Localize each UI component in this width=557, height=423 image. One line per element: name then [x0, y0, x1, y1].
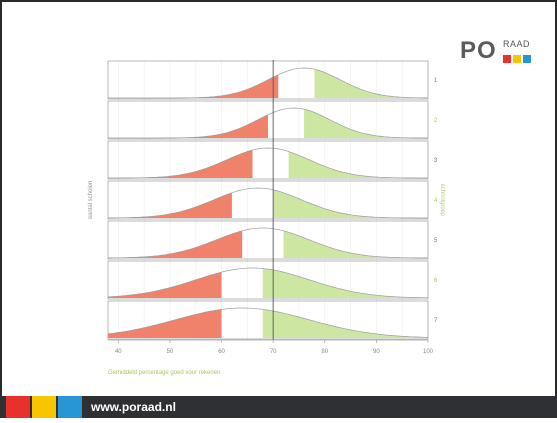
- distribution-curve: [108, 187, 428, 219]
- distribution-curve: [108, 147, 428, 179]
- low-area: [108, 192, 232, 218]
- footer-bar: www.poraad.nl: [0, 396, 557, 418]
- panel-3: 3: [107, 140, 438, 180]
- panel-6: 6: [107, 260, 438, 300]
- panel-number-label: 4: [434, 198, 438, 204]
- high-area: [288, 151, 428, 178]
- panel-border: [107, 180, 429, 220]
- footer-square-blue: [58, 396, 82, 418]
- logo-square-blue: [523, 55, 531, 63]
- panel-border: [107, 60, 429, 100]
- panel-number-label: 1: [434, 78, 438, 84]
- low-area: [108, 230, 243, 258]
- low-area: [108, 272, 222, 298]
- logo-square-yellow: [513, 55, 521, 63]
- high-area: [283, 230, 428, 258]
- logo-raad-text: RAAD: [503, 39, 531, 49]
- distribution-curve: [107, 267, 428, 299]
- high-area: [262, 268, 428, 298]
- low-area: [108, 150, 253, 178]
- panel-number-label: 3: [434, 158, 438, 164]
- x-tick-label: 50: [167, 349, 174, 355]
- x-tick-label: 90: [373, 349, 380, 355]
- panel-number-label: 6: [434, 278, 438, 284]
- panel-border: [107, 300, 429, 340]
- high-area: [314, 69, 428, 98]
- panel-number-label: 2: [434, 118, 438, 124]
- panel-border: [107, 220, 429, 260]
- footer-square-red: [6, 396, 30, 418]
- distribution-curve: [108, 227, 428, 259]
- low-area: [108, 114, 268, 138]
- low-area: [108, 74, 279, 98]
- poraad-logo: PO RAAD: [460, 38, 545, 64]
- right-axis-label: schoolgroep: [439, 184, 445, 217]
- logo-square-red: [503, 55, 511, 63]
- footer-url-link[interactable]: www.poraad.nl: [91, 400, 176, 414]
- x-tick-label: 80: [321, 349, 328, 355]
- panel-5: 5: [107, 220, 438, 260]
- panel-border: [107, 140, 429, 180]
- distribution-curve: [107, 307, 429, 338]
- x-axis-label: Gemiddeld percentage goed voor rekenen: [108, 370, 220, 376]
- high-area: [273, 189, 428, 218]
- panel-1: 1: [107, 60, 438, 100]
- panel-2: 2: [107, 100, 438, 140]
- high-area: [262, 309, 428, 338]
- panel-7: 7: [107, 300, 438, 340]
- panel-border: [107, 260, 429, 300]
- panel-number-label: 5: [434, 238, 438, 244]
- high-area: [304, 109, 428, 138]
- y-axis-label: aantal scholen: [88, 181, 94, 220]
- panel-4: 4: [107, 180, 438, 220]
- logo-color-squares: [503, 50, 543, 63]
- logo-po-text: PO: [460, 37, 497, 64]
- panel-border: [107, 100, 429, 140]
- x-tick-label: 70: [270, 349, 277, 355]
- distribution-curve: [108, 67, 428, 99]
- x-tick-label: 60: [218, 349, 225, 355]
- panel-number-label: 7: [434, 318, 438, 324]
- x-tick-label: 40: [115, 349, 122, 355]
- x-tick-label: 100: [423, 349, 434, 355]
- chart-x-axis: 40 50 60 70 80 90 100: [108, 339, 434, 355]
- distribution-curve: [108, 107, 428, 139]
- low-area: [108, 309, 222, 338]
- chart-panels: 1 2 3 4 5 6 7: [107, 60, 438, 340]
- footer-square-yellow: [32, 396, 56, 418]
